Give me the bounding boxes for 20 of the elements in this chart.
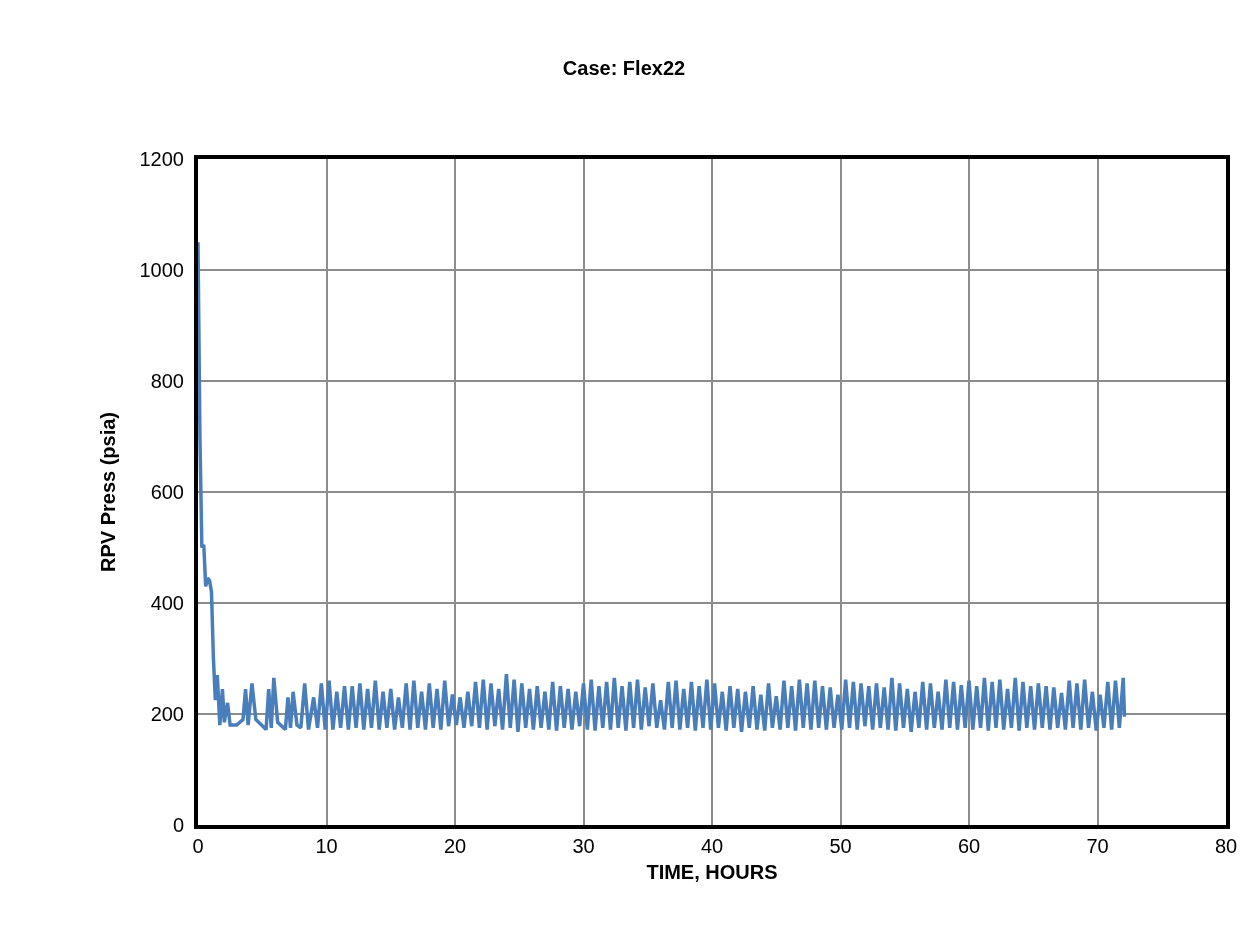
y-tick-label: 600 <box>150 481 184 503</box>
x-axis-title: TIME, HOURS <box>646 861 778 883</box>
chart-title: Case: Flex22 <box>562 56 686 79</box>
line-series <box>198 240 1127 734</box>
y-tick-label: 1000 <box>139 259 184 281</box>
y-tick-label: 800 <box>150 370 184 392</box>
y-tick-label: 200 <box>150 703 184 725</box>
x-tick-label: 10 <box>315 835 338 857</box>
y-tick-label: 0 <box>172 814 184 836</box>
y-tick-label: 1200 <box>139 148 184 170</box>
x-tick-label: 50 <box>829 835 852 857</box>
x-tick-label: 40 <box>700 835 724 857</box>
y-tick-label: 400 <box>150 592 184 614</box>
x-tick-label: 70 <box>1086 835 1109 857</box>
y-axis-title: RPV Press (psia) <box>96 411 119 573</box>
x-tick-label: 80 <box>1214 835 1238 857</box>
x-tick-label: 60 <box>957 835 981 857</box>
x-tick-label: 30 <box>572 835 595 857</box>
x-tick-label: 0 <box>192 835 204 857</box>
x-tick-label: 20 <box>443 835 467 857</box>
